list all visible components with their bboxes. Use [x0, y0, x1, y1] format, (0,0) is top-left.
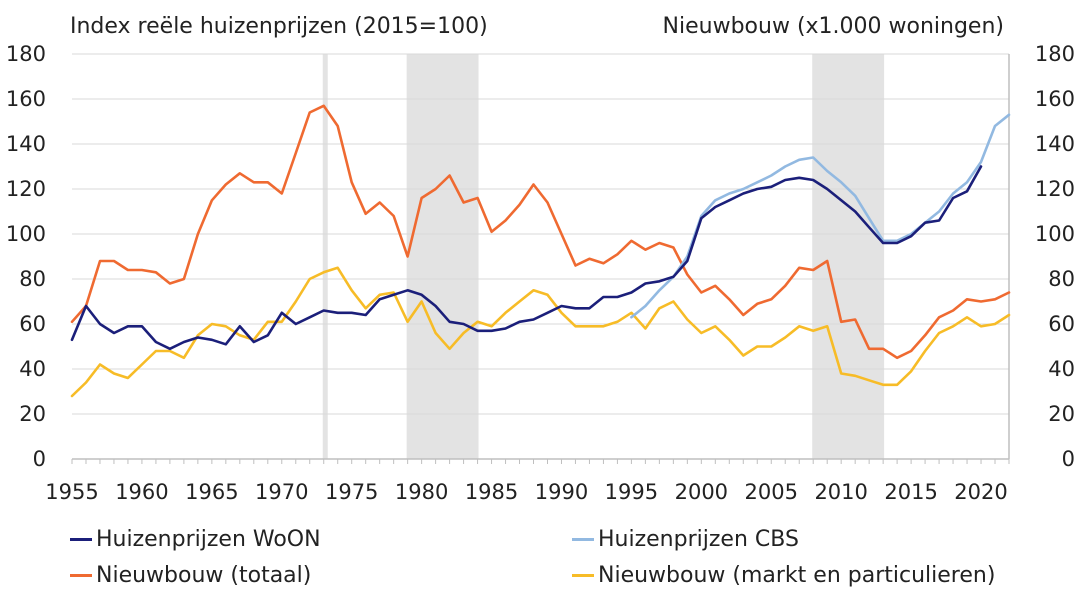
y-tick-label: 140: [6, 132, 46, 156]
x-tick-label: 1990: [535, 480, 588, 504]
series-lines: [70, 104, 1011, 398]
y-axis-title-left: Index reële huizenprijzen (2015=100): [70, 14, 488, 39]
legend-label: Nieuwbouw (totaal): [96, 563, 312, 588]
x-tick-label: 1985: [465, 480, 518, 504]
legend-label: Nieuwbouw (markt en particulieren): [598, 563, 996, 588]
x-tick-label: 2005: [745, 480, 798, 504]
y-tick-label: 0: [33, 447, 46, 471]
x-tick-label: 2000: [675, 480, 728, 504]
y-tick-label: 160: [1035, 87, 1075, 111]
y-tick-label: 60: [1048, 312, 1075, 336]
series-line-3: [70, 266, 1011, 398]
legend-label: Huizenprijzen WoON: [96, 527, 321, 552]
y-tick-label: 100: [1035, 222, 1075, 246]
y-tick-label: 160: [6, 87, 46, 111]
x-tick-label: 1955: [45, 480, 98, 504]
recession-shading: [322, 54, 885, 459]
y-axis-title-right: Nieuwbouw (x1.000 woningen): [662, 14, 1004, 39]
x-tick-label: 1975: [325, 480, 378, 504]
y-tick-labels-left: 0 20 40 60 80 100 120 140 160 180: [6, 42, 46, 471]
y-tick-label: 180: [6, 42, 46, 66]
x-tick-label: 1960: [115, 480, 168, 504]
series-line-2: [70, 104, 1011, 360]
x-tick-label: 1995: [605, 480, 658, 504]
y-tick-label: 20: [19, 402, 46, 426]
y-tick-label: 100: [6, 222, 46, 246]
shaded-period: [406, 54, 479, 459]
legend-swatch: [572, 538, 594, 541]
y-tick-label: 80: [19, 267, 46, 291]
legend-swatch: [572, 574, 594, 577]
shaded-period: [322, 54, 328, 459]
legend-item-nieuwbouw-totaal: Nieuwbouw (totaal): [70, 563, 311, 588]
y-tick-label: 120: [1035, 177, 1075, 201]
y-tick-label: 40: [19, 357, 46, 381]
x-tick-label: 1965: [185, 480, 238, 504]
y-tick-label: 120: [6, 177, 46, 201]
series-line-0: [70, 165, 983, 351]
legend-swatch: [70, 538, 92, 541]
y-tick-label: 140: [1035, 132, 1075, 156]
y-tick-label: 180: [1035, 42, 1075, 66]
shaded-period: [812, 54, 885, 459]
y-tick-label: 20: [1048, 402, 1075, 426]
x-tick-label: 2010: [814, 480, 867, 504]
y-tick-label: 0: [1062, 447, 1075, 471]
y-tick-label: 60: [19, 312, 46, 336]
y-tick-label: 40: [1048, 357, 1075, 381]
axes: [71, 54, 1010, 464]
x-tick-label: 1980: [395, 480, 448, 504]
legend-item-woon: Huizenprijzen WoON: [70, 527, 321, 552]
legend-item-nieuwbouw-markt: Nieuwbouw (markt en particulieren): [572, 563, 995, 588]
y-tick-label: 80: [1048, 267, 1075, 291]
x-tick-label: 2020: [954, 480, 1007, 504]
gridlines: [72, 53, 1009, 415]
x-tick-label: 1970: [255, 480, 308, 504]
legend-label: Huizenprijzen CBS: [598, 527, 799, 552]
legend-item-cbs: Huizenprijzen CBS: [572, 527, 799, 552]
legend: Huizenprijzen WoON Huizenprijzen CBS Nie…: [70, 527, 1070, 595]
x-tick-label: 2015: [884, 480, 937, 504]
legend-swatch: [70, 574, 92, 577]
y-tick-labels-right: 0 20 40 60 80 100 120 140 160 180: [1035, 42, 1075, 471]
x-tick-labels: 1955 1960 1965 1970 1975 1980 1985 1990 1995 2000…: [45, 480, 1007, 504]
